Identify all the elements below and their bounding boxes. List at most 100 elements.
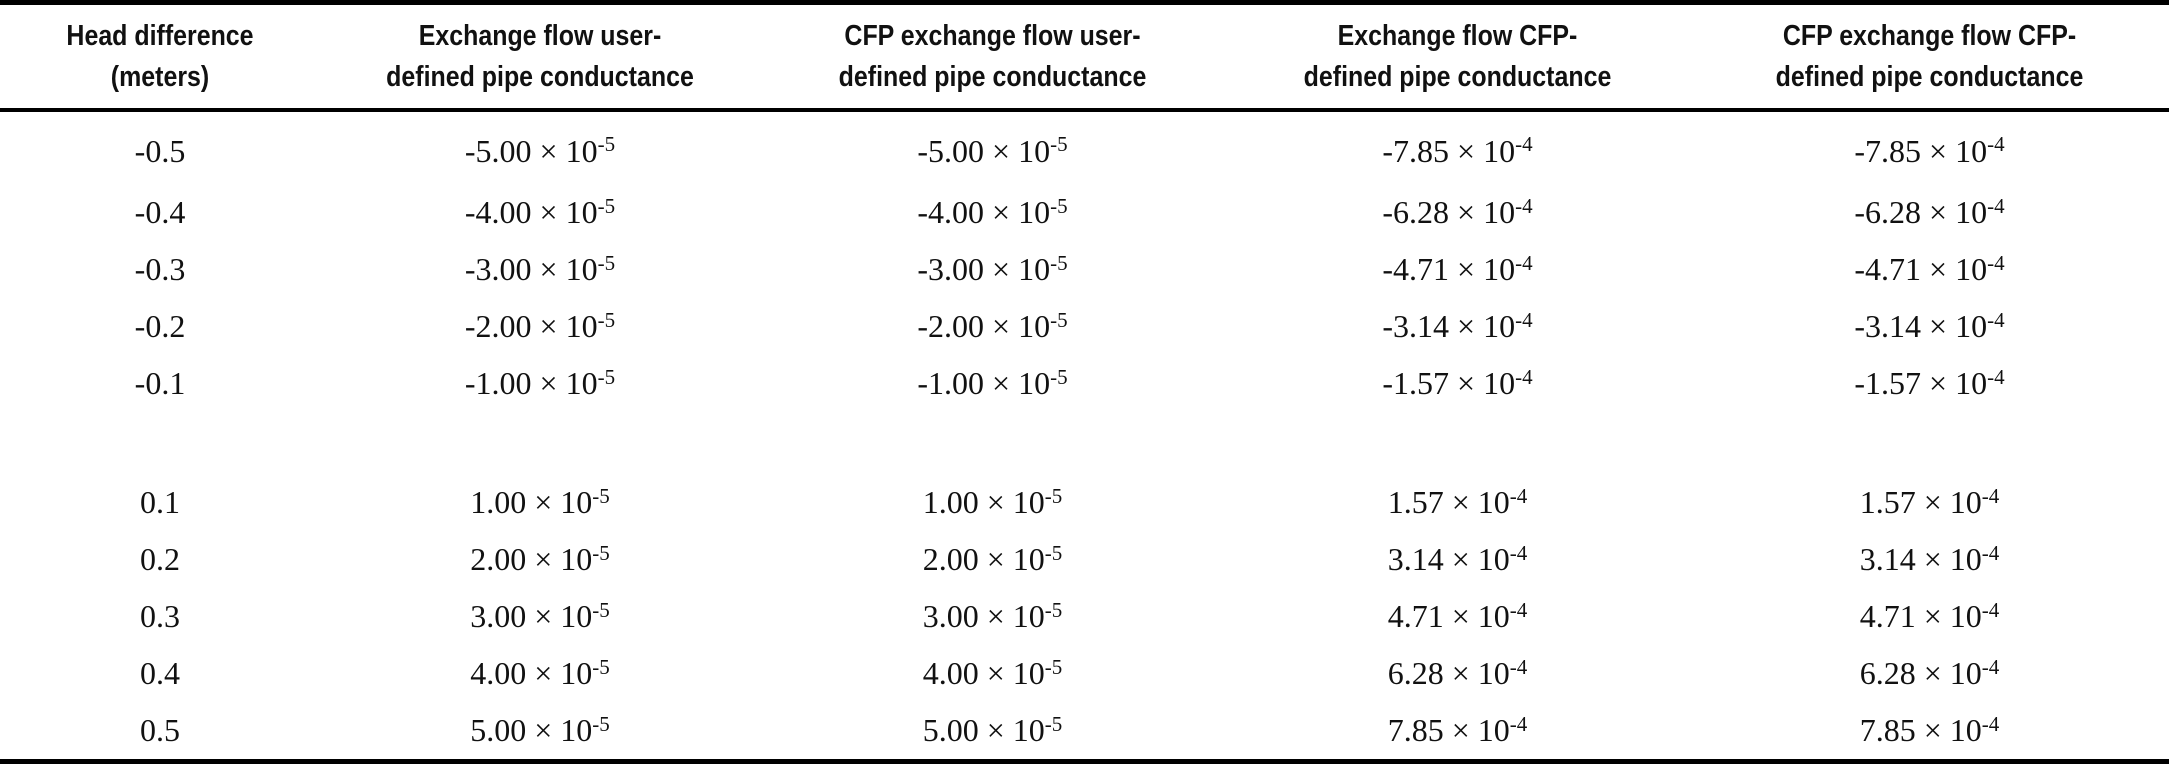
exponent: -4 [1987, 132, 2005, 156]
exponent: -5 [1050, 250, 1068, 275]
table-row: 0.2 2.00 × 10-5 2.00 × 10-5 3.14 × 10-4 3.14… [0, 531, 2169, 588]
exponent: -4 [1509, 597, 1528, 622]
value-cell-cfp-exchange-flow-user-defined: -3.00 × 10-5 [917, 250, 1068, 287]
exponent: -5 [1044, 711, 1063, 736]
value-cell-exchange-flow-user-defined: -1.00 × 10-5 [464, 364, 616, 401]
head-difference-cell: -0.1 [134, 365, 186, 401]
table-row: -0.1 -1.00 × 10-5 -1.00 × 10-5 -1.57 × 10-4… [0, 355, 2169, 412]
value-cell-exchange-flow-cfp-defined: -1.57 × 10-4 [1382, 364, 1533, 401]
column-header-head-difference: Head difference (meters) [0, 2, 320, 112]
value-cell-cfp-exchange-flow-user-defined: -1.00 × 10-5 [917, 364, 1068, 401]
exponent: -4 [1515, 364, 1533, 389]
value-cell-cfp-exchange-flow-cfp-defined: -7.85 × 10-4 [1854, 132, 2005, 169]
column-header-label: Exchange flow user-defined pipe conducta… [386, 19, 694, 93]
exponent: -5 [592, 654, 610, 679]
exponent: -4 [1515, 132, 1533, 156]
value-cell-cfp-exchange-flow-user-defined: 2.00 × 10-5 [922, 540, 1063, 577]
exponent: -5 [592, 483, 610, 508]
value-cell-cfp-exchange-flow-cfp-defined [1690, 412, 2169, 474]
value-cell-exchange-flow-cfp-defined: 3.14 × 10-4 [1387, 540, 1528, 577]
column-header-exchange-flow-cfp-defined: Exchange flow CFP-defined pipe conductan… [1225, 2, 1690, 112]
exponent: -4 [1987, 364, 2005, 389]
head-difference-cell: -0.5 [134, 132, 186, 169]
column-header-label: Head difference (meters) [66, 19, 254, 93]
value-cell-exchange-flow-cfp-defined: -4.71 × 10-4 [1382, 250, 1533, 287]
value-cell-exchange-flow-cfp-defined: -3.14 × 10-4 [1382, 307, 1533, 344]
value-cell-exchange-flow-user-defined: 5.00 × 10-5 [470, 711, 610, 748]
value-cell-cfp-exchange-flow-user-defined: 5.00 × 10-5 [922, 711, 1063, 748]
value-cell-exchange-flow-user-defined: 4.00 × 10-5 [470, 654, 610, 691]
column-header-exchange-flow-user-defined: Exchange flow user-defined pipe conducta… [320, 2, 760, 112]
table-row: 0.4 4.00 × 10-5 4.00 × 10-5 6.28 × 10-4 6.28… [0, 645, 2169, 702]
exponent: -5 [1050, 132, 1068, 156]
value-cell-exchange-flow-user-defined: -5.00 × 10-5 [464, 132, 616, 169]
exponent: -5 [1050, 364, 1068, 389]
head-difference-cell: -0.4 [134, 194, 186, 230]
exponent: -4 [1981, 711, 2000, 736]
exponent: -4 [1509, 654, 1528, 679]
value-cell-exchange-flow-user-defined: -4.00 × 10-5 [464, 193, 616, 230]
table-row: -0.3 -3.00 × 10-5 -3.00 × 10-5 -4.71 × 10-4… [0, 241, 2169, 298]
exponent: -4 [1509, 483, 1528, 508]
exponent: -5 [1050, 307, 1068, 332]
column-header-label: Exchange flow CFP-defined pipe conductan… [1303, 19, 1612, 93]
value-cell-cfp-exchange-flow-user-defined: -4.00 × 10-5 [917, 193, 1068, 230]
column-header-cfp-exchange-flow-user-defined: CFP exchange flow user-defined pipe cond… [760, 2, 1225, 112]
head-difference-cell [0, 412, 320, 474]
exponent: -5 [1044, 597, 1063, 622]
exponent: -4 [1987, 250, 2005, 275]
exponent: -5 [1050, 193, 1068, 218]
head-difference-cell: -0.2 [134, 308, 186, 344]
exponent: -4 [1515, 250, 1533, 275]
head-difference-cell: -0.3 [134, 251, 186, 287]
value-cell-cfp-exchange-flow-cfp-defined: -4.71 × 10-4 [1854, 250, 2005, 287]
table-row: 0.3 3.00 × 10-5 3.00 × 10-5 4.71 × 10-4 4.71… [0, 588, 2169, 645]
value-cell-cfp-exchange-flow-user-defined: -2.00 × 10-5 [917, 307, 1068, 344]
table-row: 0.1 1.00 × 10-5 1.00 × 10-5 1.57 × 10-4 1.57… [0, 474, 2169, 531]
exponent: -5 [597, 250, 616, 275]
value-cell-exchange-flow-cfp-defined: 7.85 × 10-4 [1387, 711, 1528, 748]
exponent: -4 [1509, 711, 1528, 736]
table-row: -0.2 -2.00 × 10-5 -2.00 × 10-5 -3.14 × 10-4… [0, 298, 2169, 355]
exponent: -4 [1515, 193, 1533, 218]
exponent: -5 [1044, 654, 1063, 679]
head-difference-cell: 0.3 [140, 598, 180, 634]
value-cell-exchange-flow-cfp-defined: -7.85 × 10-4 [1382, 132, 1533, 169]
value-cell-exchange-flow-user-defined [320, 412, 760, 474]
exponent: -4 [1987, 307, 2005, 332]
value-cell-exchange-flow-cfp-defined: 1.57 × 10-4 [1387, 483, 1528, 520]
value-cell-cfp-exchange-flow-cfp-defined: -3.14 × 10-4 [1854, 307, 2005, 344]
value-cell-exchange-flow-cfp-defined: -6.28 × 10-4 [1382, 193, 1533, 230]
value-cell-cfp-exchange-flow-user-defined [760, 412, 1225, 474]
exponent: -5 [1044, 540, 1063, 565]
value-cell-exchange-flow-cfp-defined [1225, 412, 1690, 474]
exponent: -4 [1509, 540, 1528, 565]
value-cell-exchange-flow-cfp-defined: 6.28 × 10-4 [1387, 654, 1528, 691]
exponent: -5 [592, 711, 610, 736]
value-cell-exchange-flow-cfp-defined: 4.71 × 10-4 [1387, 597, 1528, 634]
spacer-row [0, 412, 2169, 474]
exponent: -5 [592, 540, 610, 565]
value-cell-cfp-exchange-flow-cfp-defined: 7.85 × 10-4 [1859, 711, 2000, 748]
column-header-label: CFP exchange flow user-defined pipe cond… [838, 19, 1147, 93]
head-difference-cell: 0.2 [140, 541, 180, 577]
value-cell-cfp-exchange-flow-user-defined: 4.00 × 10-5 [922, 654, 1063, 691]
value-cell-exchange-flow-user-defined: -2.00 × 10-5 [464, 307, 616, 344]
value-cell-cfp-exchange-flow-cfp-defined: -1.57 × 10-4 [1854, 364, 2005, 401]
exponent: -4 [1981, 597, 2000, 622]
table-row: 0.5 5.00 × 10-5 5.00 × 10-5 7.85 × 10-4 7.85… [0, 702, 2169, 762]
column-header-label: CFP exchange flow CFP-defined pipe condu… [1775, 19, 2084, 93]
exponent: -4 [1515, 307, 1533, 332]
value-cell-exchange-flow-user-defined: -3.00 × 10-5 [464, 250, 616, 287]
exponent: -5 [1044, 483, 1063, 508]
table-body: -0.5 -5.00 × 10-5 -5.00 × 10-5 -7.85 × 10-4… [0, 110, 2169, 762]
head-difference-cell: 0.5 [140, 712, 180, 748]
head-difference-cell: 0.4 [140, 655, 180, 691]
value-cell-cfp-exchange-flow-cfp-defined: 3.14 × 10-4 [1859, 540, 2000, 577]
value-cell-cfp-exchange-flow-user-defined: -5.00 × 10-5 [917, 132, 1068, 169]
table-row: -0.5 -5.00 × 10-5 -5.00 × 10-5 -7.85 × 10-4… [0, 110, 2169, 184]
value-cell-exchange-flow-user-defined: 3.00 × 10-5 [470, 597, 610, 634]
column-header-cfp-exchange-flow-cfp-defined: CFP exchange flow CFP-defined pipe condu… [1690, 2, 2169, 112]
exponent: -4 [1987, 193, 2005, 218]
table-row: -0.4 -4.00 × 10-5 -4.00 × 10-5 -6.28 × 10-4… [0, 184, 2169, 241]
